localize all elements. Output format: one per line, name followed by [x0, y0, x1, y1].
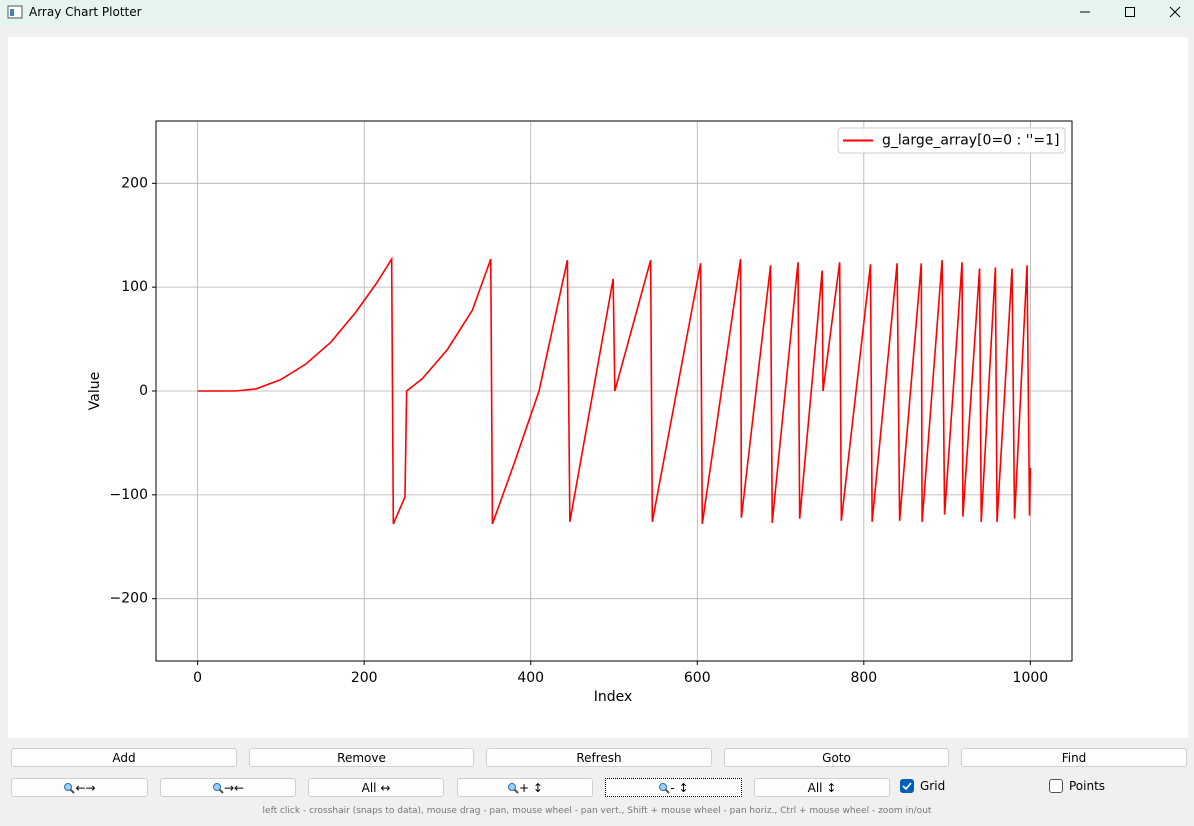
x-axis-label: Index [594, 689, 633, 705]
zoom-out-y-button[interactable]: - ↕ [605, 778, 742, 797]
maximize[interactable] [1125, 7, 1135, 17]
axes-frame [155, 120, 1073, 662]
zoom-in-y-button[interactable]: + ↕ [457, 778, 593, 797]
y-tick-label: −100 [110, 487, 148, 503]
x-tick-label: 200 [351, 670, 378, 686]
close[interactable] [1169, 6, 1181, 18]
find-button[interactable]: Find [961, 748, 1187, 767]
magnifier [659, 782, 671, 794]
check-mark [902, 782, 912, 791]
button-label: →← [223, 780, 245, 795]
checkbox-label: Grid [920, 779, 946, 793]
chart: Index Value 0 200 400 600 800 1000 −200 −100 0 10… [87, 120, 1073, 705]
goto-button[interactable]: Goto [724, 748, 949, 767]
legend-box [837, 127, 1066, 154]
grid-checkbox[interactable]: Grid [900, 779, 945, 793]
window-title: Array Chart Plotter [29, 5, 142, 19]
magnifier [508, 782, 519, 794]
magnifier [212, 782, 224, 794]
checkbox-box[interactable] [900, 779, 914, 793]
x-tick-label: 600 [684, 670, 711, 686]
button-label: + ↕ [519, 780, 543, 795]
all-y-button[interactable]: All ↕ [754, 778, 890, 797]
add-button[interactable]: Add [11, 748, 237, 767]
title-bar: Array Chart Plotter [0, 0, 1194, 26]
x-tick-label: 0 [193, 670, 202, 686]
zoom-out-x-button[interactable]: →← [160, 778, 296, 797]
y-tick-label: −200 [110, 591, 148, 607]
checkbox-label: Points [1069, 779, 1106, 793]
y-tick-label: 100 [121, 279, 148, 295]
title-icons [7, 5, 1181, 19]
all-x-button[interactable]: All ↔ [308, 778, 444, 797]
magnifier [64, 782, 76, 794]
app-icon-part [10, 9, 14, 16]
y-tick-label: 200 [121, 175, 148, 191]
x-tick-label: 1000 [1013, 670, 1049, 686]
status-text: left click - crosshair (snaps to data), … [262, 806, 932, 816]
button-label: - ↕ [670, 780, 689, 795]
refresh-button[interactable]: Refresh [486, 748, 712, 767]
x-tick-label: 800 [850, 670, 877, 686]
checkbox-box[interactable] [1049, 779, 1063, 793]
y-tick-label: 0 [139, 383, 148, 399]
button-label: ←→ [75, 780, 96, 795]
legend-label: g_large_array[0=0 : ''=1] [882, 133, 1060, 149]
x-tick-label: 400 [517, 670, 544, 686]
y-axis-label: Value [87, 372, 103, 410]
plot-area: Index Value 0 200 400 600 800 1000 −200 −100 0 10… [8, 37, 1188, 738]
data-line [197, 256, 1032, 525]
points-checkbox[interactable]: Points [1049, 779, 1105, 793]
remove-button[interactable]: Remove [249, 748, 474, 767]
zoom-in-x-button[interactable]: ←→ [11, 778, 148, 797]
